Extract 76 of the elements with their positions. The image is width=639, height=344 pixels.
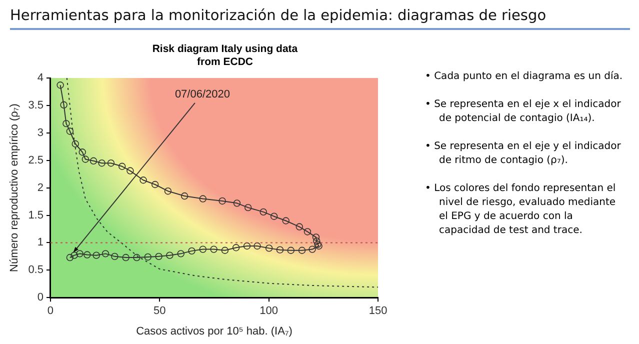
point: [315, 242, 322, 250]
point: [298, 246, 306, 254]
point: [233, 200, 241, 207]
point: [155, 252, 162, 260]
point: [180, 192, 188, 200]
annotation: 07/06/2020: [174, 88, 230, 100]
y-tick-label: 3: [37, 126, 44, 139]
y-tick-label: 3.5: [28, 99, 44, 112]
point: [82, 156, 90, 163]
point: [140, 176, 147, 184]
x-tick-label: 50: [154, 305, 166, 318]
point: [254, 242, 261, 250]
point: [151, 180, 159, 188]
y-tick-label: 0.5: [28, 264, 44, 276]
point: [243, 242, 251, 250]
y-tick-label: 1.5: [28, 209, 44, 222]
text: • Cada punto en el diagrama es un día.: [425, 70, 624, 84]
point: [312, 234, 320, 241]
point: [78, 148, 86, 156]
point: [314, 240, 322, 248]
point: [166, 252, 174, 259]
point: [122, 254, 130, 262]
point: [66, 254, 74, 262]
point: [56, 82, 64, 89]
point: [313, 237, 320, 245]
x-tick-label: 100: [260, 305, 278, 318]
point: [304, 228, 312, 236]
x-axis-title: Casos activos por 10⁵ hab. (IA₇): [136, 325, 292, 338]
point: [218, 197, 226, 205]
chart-subtitle: Risk diagram Italy using data from ECDC: [151, 43, 299, 69]
y-tick-label: 2.5: [28, 154, 44, 166]
point: [282, 217, 290, 224]
text: • Se representa en el eje y el indicador de ritmo de contagio (ρ₇).: [425, 140, 622, 168]
point: [107, 159, 115, 167]
x-tick-label: 0: [47, 305, 54, 318]
point: [244, 204, 252, 212]
point: [90, 157, 98, 164]
point: [199, 195, 206, 202]
point: [287, 246, 294, 254]
point: [98, 159, 106, 167]
y-tick-label: 2: [37, 182, 44, 194]
point: [60, 101, 68, 108]
point: [76, 250, 84, 258]
text: • Los colores del fondo representan el nivel de riesgo, evaluado mediante el EPG y de acuerdo con la capacidad de test and trace.: [425, 182, 617, 238]
chart-title: Herramientas para la monitorización de la epidemia: diagramas de riesgo: [10, 8, 630, 30]
point: [62, 120, 70, 128]
point: [84, 251, 91, 258]
y-tick-label: 4: [37, 72, 44, 84]
text: • Se representa en el eje x el indicador de potencial de contagio (IA₁₄).: [425, 98, 622, 126]
point: [265, 244, 273, 252]
y-axis-title: Número reproductivo empírico (ρ₇): [8, 104, 21, 272]
x-tick-label: 150: [368, 305, 388, 318]
point: [133, 254, 140, 262]
point: [210, 246, 218, 253]
point: [144, 253, 152, 261]
point: [270, 212, 278, 220]
point: [296, 223, 303, 230]
point: [102, 250, 110, 258]
point: [118, 162, 126, 170]
point: [260, 208, 267, 216]
point: [72, 140, 79, 148]
point: [276, 246, 284, 254]
point: [308, 246, 316, 253]
y-tick-label: 0: [37, 292, 44, 304]
point: [221, 246, 229, 254]
point: [66, 128, 74, 135]
point: [232, 244, 240, 252]
y-tick-label: 1: [37, 236, 44, 249]
point: [164, 187, 172, 195]
point: [111, 252, 118, 260]
point: [188, 247, 196, 255]
point: [70, 252, 78, 259]
point: [199, 246, 206, 253]
point: [92, 252, 100, 259]
point: [126, 167, 134, 174]
point: [177, 250, 184, 258]
